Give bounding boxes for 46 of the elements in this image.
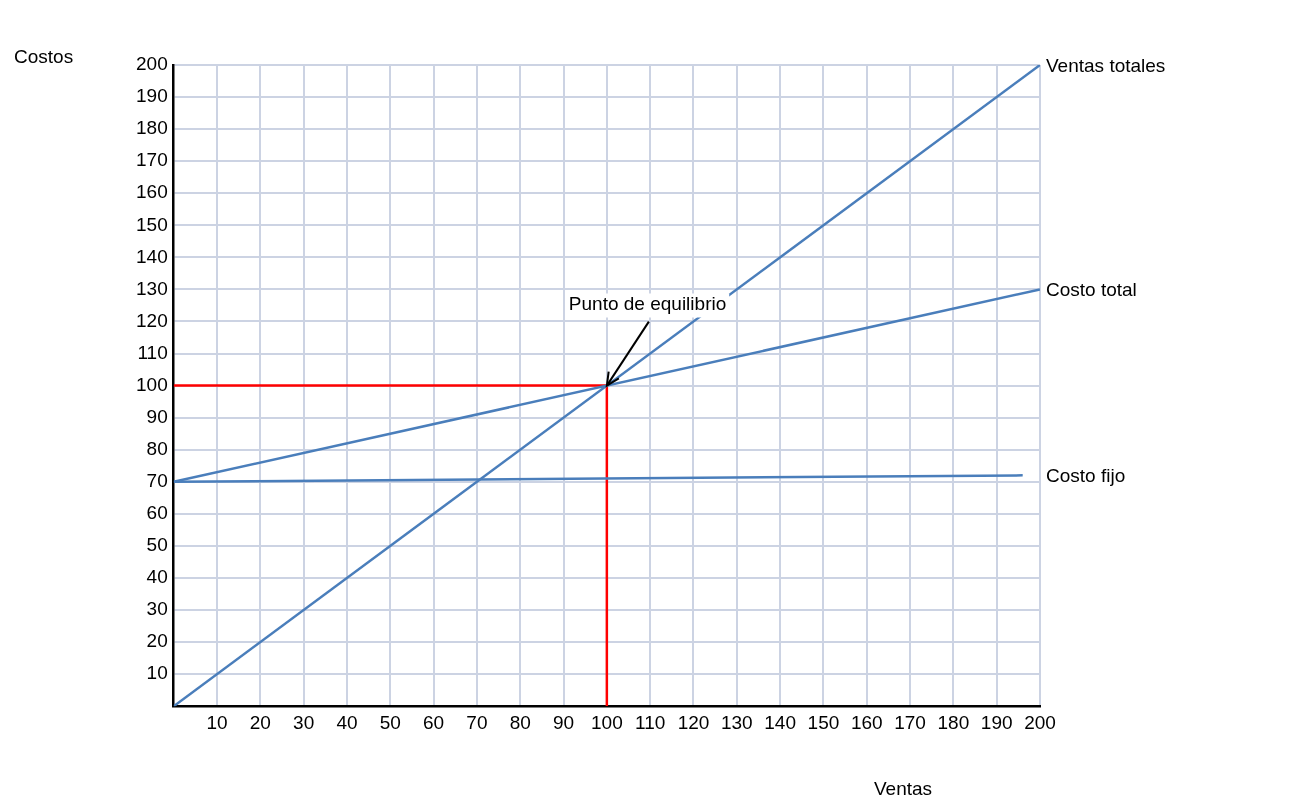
x-tick-label: 190 bbox=[980, 711, 1013, 733]
x-tick-label: 90 bbox=[552, 711, 575, 733]
y-tick-label: 180 bbox=[136, 117, 168, 139]
x-tick-label: 130 bbox=[720, 711, 753, 733]
x-tick-label: 180 bbox=[937, 711, 970, 733]
y-tick-label: 170 bbox=[136, 149, 168, 171]
x-tick-label: 70 bbox=[466, 711, 488, 733]
x-tick-label: 160 bbox=[850, 711, 883, 733]
x-tick-label: 200 bbox=[1024, 711, 1056, 733]
y-tick-label: 100 bbox=[136, 373, 168, 395]
annotation: Punto de equilibrio bbox=[568, 293, 727, 315]
y-tick-label: 70 bbox=[146, 470, 168, 492]
x-tick-label: 100 bbox=[591, 711, 623, 733]
y-axis-title: Costos bbox=[14, 45, 74, 67]
y-tick-label: 130 bbox=[136, 277, 168, 299]
x-tick-label: 80 bbox=[509, 711, 531, 733]
y-tick-label: 200 bbox=[136, 53, 168, 75]
x-tick-label: 20 bbox=[249, 711, 271, 733]
y-tick-label: 30 bbox=[146, 598, 168, 620]
y-tick-label: 80 bbox=[146, 437, 168, 459]
y-tick-label: 10 bbox=[146, 662, 168, 684]
y-tick-label: 20 bbox=[146, 630, 168, 652]
x-tick-label: 150 bbox=[807, 711, 840, 733]
x-tick-label: 10 bbox=[206, 711, 228, 733]
x-tick-label: 30 bbox=[293, 711, 315, 733]
series-label: Costo total bbox=[1046, 279, 1137, 301]
y-tick-label: 160 bbox=[136, 181, 168, 203]
y-tick-label: 120 bbox=[136, 309, 168, 331]
y-tick-label: 40 bbox=[146, 566, 168, 588]
x-tick-label: 120 bbox=[677, 711, 710, 733]
series-label: Costo fijo bbox=[1046, 465, 1126, 487]
y-tick-label: 50 bbox=[146, 534, 168, 556]
y-tick-label: 190 bbox=[136, 85, 168, 107]
x-tick-label: 140 bbox=[764, 711, 796, 733]
series-label: Ventas totales bbox=[1046, 54, 1166, 76]
y-tick-label: 150 bbox=[136, 213, 168, 235]
x-tick-label: 170 bbox=[894, 711, 926, 733]
y-tick-label: 140 bbox=[136, 245, 168, 267]
y-tick-label: 90 bbox=[146, 405, 168, 427]
y-tick-label: 60 bbox=[146, 502, 168, 524]
x-tick-label: 60 bbox=[423, 711, 445, 733]
x-tick-label: 110 bbox=[635, 711, 666, 733]
x-axis-title: Ventas bbox=[874, 777, 933, 799]
x-tick-label: 50 bbox=[379, 711, 401, 733]
y-tick-label: 110 bbox=[137, 341, 168, 363]
x-tick-label: 40 bbox=[336, 711, 358, 733]
